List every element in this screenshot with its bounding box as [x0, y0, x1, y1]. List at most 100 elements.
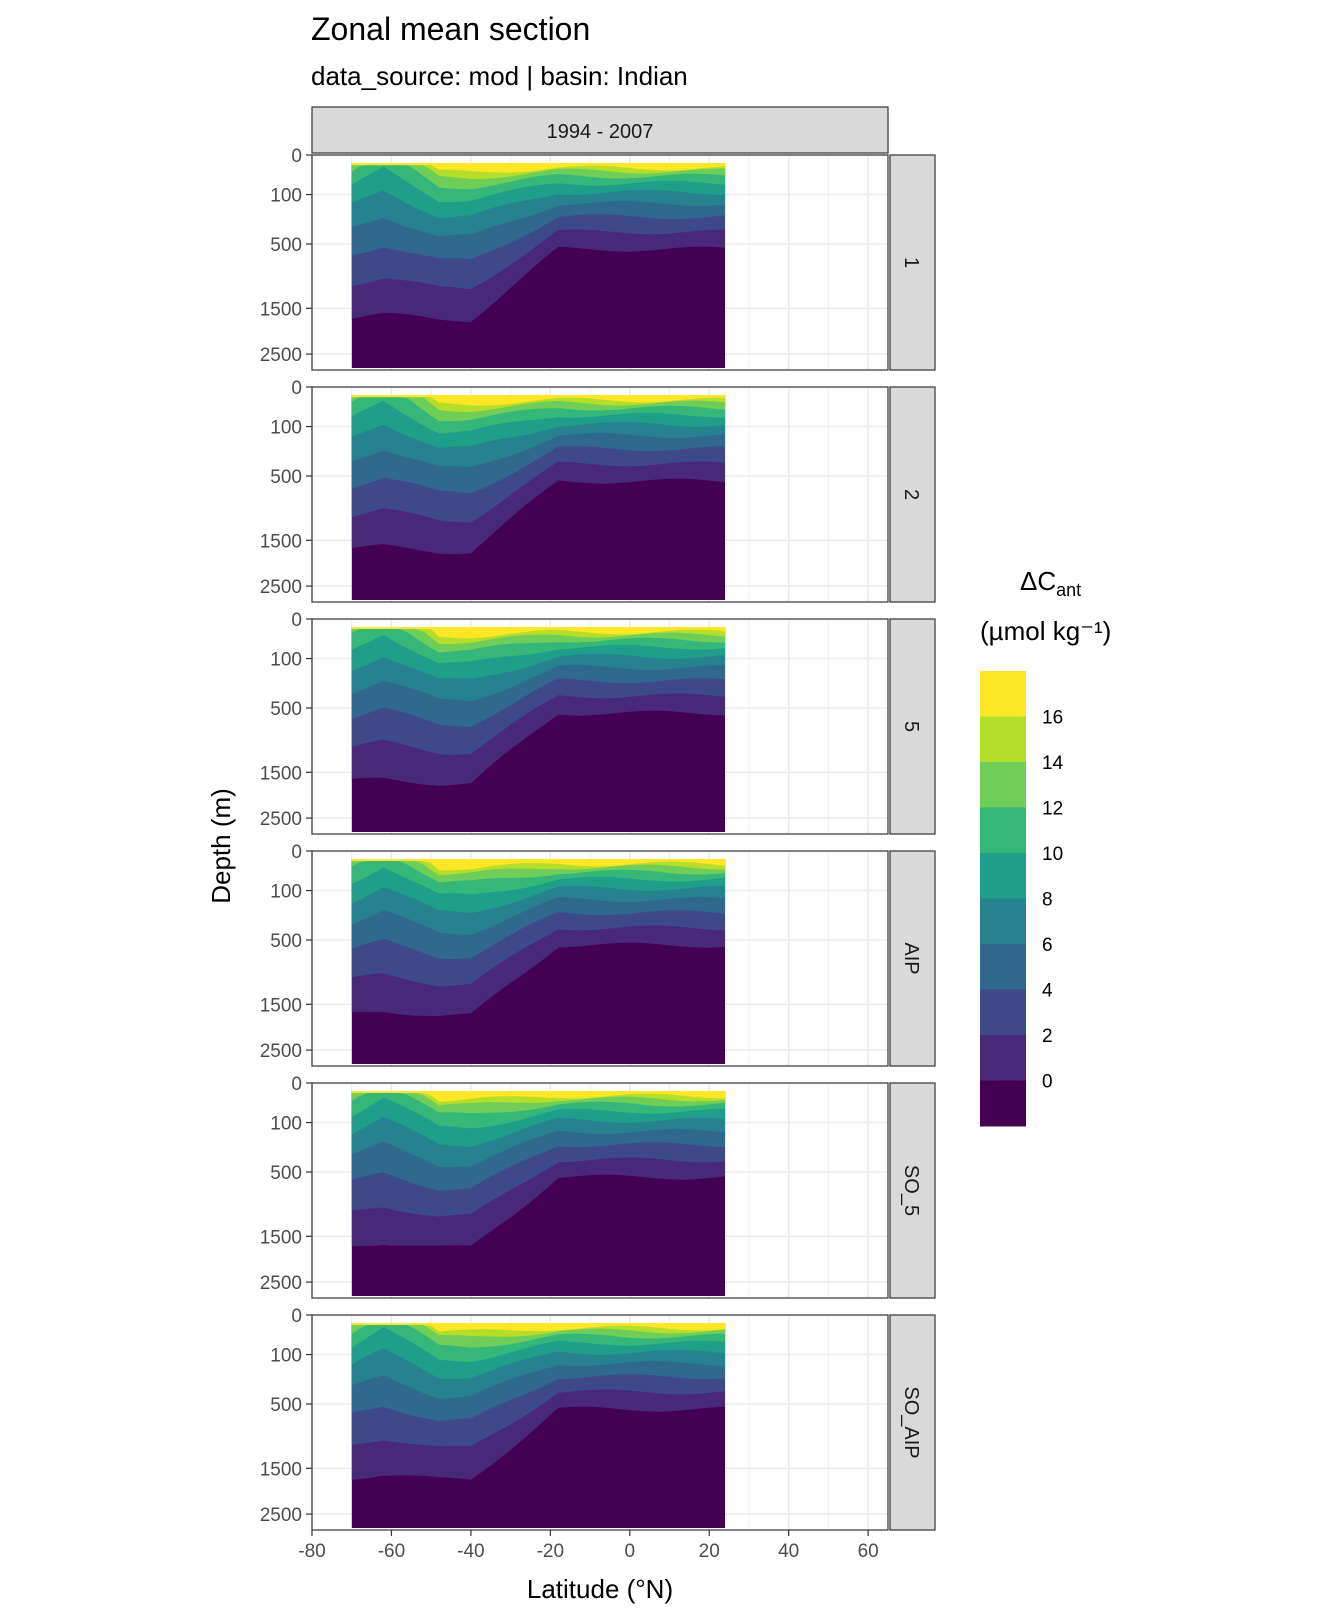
y-tick-label: 500 [270, 467, 302, 488]
row-strip-label: SO_AIP [900, 1386, 922, 1458]
contour-field [351, 1323, 726, 1528]
y-tick-label: 0 [291, 842, 302, 863]
x-tick-label: -40 [457, 1541, 484, 1562]
y-tick-label: 500 [270, 1395, 302, 1416]
y-tick-label: 1500 [260, 299, 302, 320]
panel-5: 0 100 500 1500 2500 5 [260, 610, 936, 835]
y-axis-title: Depth (m) [206, 788, 236, 904]
row-strip: 2 [889, 386, 936, 603]
panel-border [311, 386, 889, 603]
contour-band [351, 1323, 726, 1332]
row-strip: AIP [889, 850, 936, 1067]
legend-tick-label: 0 [1042, 1072, 1053, 1093]
legend-title-sub: ant [1056, 580, 1081, 600]
legend-tick-label: 10 [1042, 844, 1063, 865]
panel-SO_5: 0 100 500 1500 2500 SO_5 [260, 1074, 936, 1299]
y-tick-label: 1500 [260, 1227, 302, 1248]
chart-title: Zonal mean section [311, 11, 590, 47]
x-tick-label: 20 [699, 1541, 720, 1562]
legend-swatch [980, 762, 1026, 808]
panel-1: 0 100 500 1500 2500 1 [260, 146, 936, 371]
row-strip: SO_AIP [889, 1314, 936, 1531]
legend-swatch [980, 1080, 1026, 1127]
legend: ΔCant (µmol kg⁻¹) 16 14 12 10 8 6 4 2 0 [980, 566, 1111, 1127]
contour-field [351, 859, 726, 1064]
legend-tick-label: 14 [1042, 753, 1064, 774]
x-tick-label: 40 [778, 1541, 799, 1562]
row-strip-label: AIP [900, 942, 922, 974]
legend-tick-label: 4 [1042, 981, 1053, 1002]
legend-title-main: ΔC [1020, 566, 1056, 596]
contour-field [351, 395, 726, 600]
y-tick-label: 2500 [260, 809, 302, 830]
panel-border [311, 850, 889, 1067]
row-strip-label: 2 [900, 489, 922, 500]
y-tick-label: 0 [291, 1306, 302, 1327]
y-tick-label: 100 [270, 1346, 302, 1367]
panel-2: 0 100 500 1500 2500 2 [260, 378, 936, 603]
panel-border [311, 154, 889, 371]
y-tick-label: 100 [270, 418, 302, 439]
contour-field [351, 163, 726, 368]
column-strip-label: 1994 - 2007 [547, 121, 654, 143]
legend-swatch [980, 671, 1026, 717]
x-tick-label: 0 [625, 1541, 636, 1562]
row-strip-label: SO_5 [900, 1165, 922, 1216]
y-tick-label: 0 [291, 146, 302, 167]
panel-SO_AIP: 0 100 500 1500 2500 SO_AIP [260, 1306, 936, 1531]
legend-swatch [980, 944, 1026, 990]
y-tick-label: 1500 [260, 995, 302, 1016]
legend-tick-label: 8 [1042, 890, 1053, 911]
y-tick-label: 1500 [260, 1459, 302, 1480]
y-tick-label: 500 [270, 931, 302, 952]
y-tick-label: 500 [270, 1163, 302, 1184]
row-strip: SO_5 [889, 1082, 936, 1299]
panel-border [311, 618, 889, 835]
legend-swatch [980, 807, 1026, 854]
contour-band [351, 395, 726, 406]
legend-swatch [980, 853, 1026, 899]
row-strip: 5 [889, 618, 936, 835]
legend-swatch [980, 716, 1026, 763]
legend-title: ΔCant [1020, 566, 1081, 600]
column-strip: 1994 - 2007 [311, 106, 889, 154]
legend-tick-label: 6 [1042, 935, 1053, 956]
y-tick-label: 100 [270, 186, 302, 207]
legend-tick-label: 12 [1042, 799, 1063, 820]
y-tick-label: 100 [270, 1114, 302, 1135]
y-tick-label: 2500 [260, 1041, 302, 1062]
x-tick-label: 60 [858, 1541, 879, 1562]
legend-swatch [980, 898, 1026, 945]
legend-tick-label: 2 [1042, 1026, 1053, 1047]
y-tick-label: 2500 [260, 1273, 302, 1294]
y-tick-label: 0 [291, 1074, 302, 1095]
y-tick-label: 0 [291, 378, 302, 399]
contour-field [351, 627, 726, 832]
x-tick-label: -60 [378, 1541, 405, 1562]
x-axis: -80 -60 -40 -20 0 20 40 60 [298, 1530, 879, 1562]
legend-tick-label: 16 [1042, 708, 1063, 729]
y-tick-label: 2500 [260, 1505, 302, 1526]
row-strip-label: 1 [900, 257, 922, 268]
x-tick-label: -20 [537, 1541, 564, 1562]
x-axis-title: Latitude (°N) [527, 1574, 673, 1604]
y-tick-label: 2500 [260, 577, 302, 598]
panel-border [311, 1082, 889, 1299]
contour-field [351, 1091, 726, 1296]
y-tick-label: 100 [270, 650, 302, 671]
y-tick-label: 1500 [260, 763, 302, 784]
y-tick-label: 0 [291, 610, 302, 631]
y-tick-label: 100 [270, 882, 302, 903]
contour-band [351, 859, 726, 871]
contour-band [351, 163, 726, 173]
legend-swatch [980, 989, 1026, 1036]
row-strip: 1 [889, 154, 936, 371]
x-tick-label: -80 [298, 1541, 325, 1562]
legend-swatch [980, 1035, 1026, 1081]
y-tick-label: 1500 [260, 531, 302, 552]
panels-group: 0100500150025001010050015002500201005001… [260, 146, 936, 1531]
y-tick-label: 500 [270, 699, 302, 720]
y-tick-label: 500 [270, 235, 302, 256]
panel-border [311, 1314, 889, 1531]
